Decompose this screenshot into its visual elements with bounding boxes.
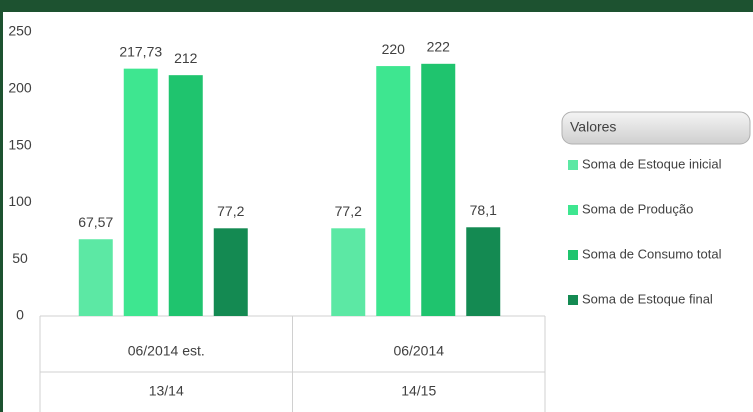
legend-swatch <box>568 250 578 260</box>
legend-swatch <box>568 205 578 215</box>
y-tick-label: 200 <box>8 80 32 96</box>
legend-swatch <box>568 295 578 305</box>
data-label: 217,73 <box>119 43 162 59</box>
legend-label: Soma de Estoque final <box>582 291 713 306</box>
legend-swatch <box>568 160 578 170</box>
data-label: 212 <box>174 50 198 66</box>
bar <box>168 75 203 316</box>
title-bar <box>0 0 753 12</box>
bar <box>421 63 456 316</box>
y-tick-label: 0 <box>16 307 24 323</box>
legend-label: Soma de Produção <box>582 201 693 216</box>
bar <box>466 227 501 316</box>
data-label: 77,2 <box>217 203 244 219</box>
y-tick-label: 50 <box>12 250 28 266</box>
data-label: 222 <box>427 39 451 55</box>
data-label: 77,2 <box>335 203 362 219</box>
y-tick-label: 100 <box>8 193 32 209</box>
x-group-label: 13/14 <box>149 383 184 399</box>
bar <box>78 239 113 316</box>
legend-label: Soma de Consumo total <box>582 246 722 261</box>
y-tick-label: 250 <box>8 23 32 39</box>
x-tick-label: 06/2014 est. <box>128 343 205 359</box>
bar <box>376 66 411 316</box>
legend-title-box <box>561 111 751 145</box>
bar <box>123 68 158 316</box>
legend-title: Valores <box>570 119 616 135</box>
data-label: 220 <box>382 41 406 57</box>
bar <box>331 228 366 316</box>
data-label: 78,1 <box>470 202 497 218</box>
legend-label: Soma de Estoque inicial <box>582 156 722 171</box>
bar <box>213 228 248 316</box>
x-group-label: 14/15 <box>401 383 436 399</box>
left-border <box>0 0 3 412</box>
x-tick-label: 06/2014 <box>393 343 444 359</box>
y-tick-label: 150 <box>8 136 32 152</box>
data-label: 67,57 <box>78 214 113 230</box>
